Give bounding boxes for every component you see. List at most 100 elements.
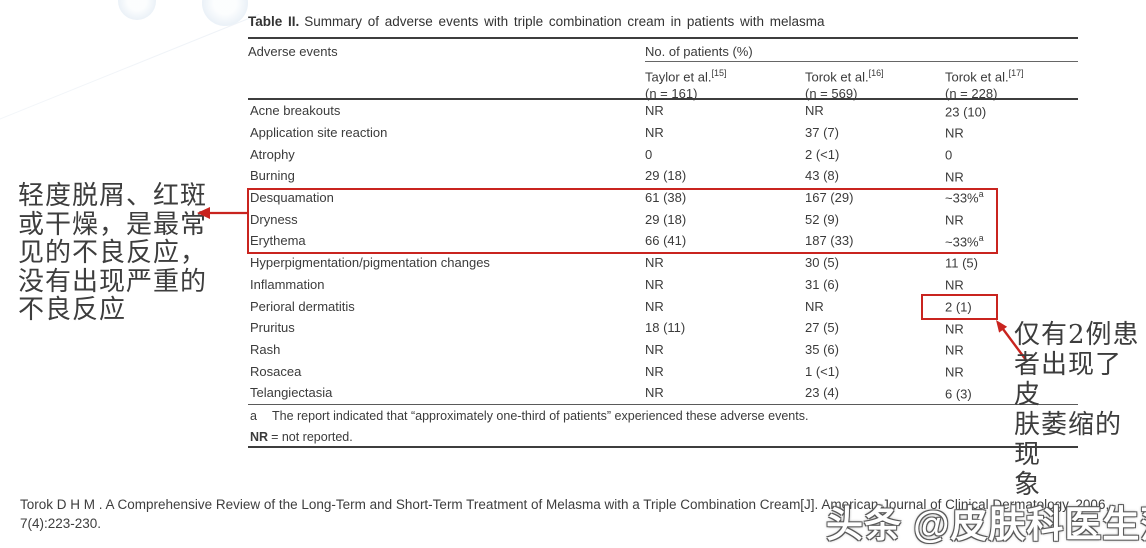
- adverse-event-name: Desquamation: [250, 190, 334, 206]
- table-title: Table II. Summary of adverse events with …: [248, 14, 824, 29]
- torok17-value: NR: [945, 169, 964, 185]
- adverse-event-name: Rash: [250, 341, 281, 357]
- left-annotation-line: 没有出现严重的: [18, 266, 208, 297]
- torok17-value: 2 (1): [945, 299, 972, 315]
- torok17-value: NR: [945, 277, 964, 293]
- table-row: Rash NR 35 (6) NR: [248, 339, 1078, 361]
- torok17-value: NR: [945, 364, 964, 380]
- table-row: Burning 29 (18) 43 (8) NR: [248, 165, 1078, 187]
- study-n: (n = 569): [805, 85, 858, 101]
- taylor-value: NR: [645, 298, 664, 314]
- background-circle-decoration: [118, 0, 156, 20]
- table-row: Acne breakouts NR NR 23 (10): [248, 100, 1078, 122]
- table-row: Atrophy 0 2 (<1) 0: [248, 143, 1078, 165]
- footnote-a-marker: a: [250, 409, 257, 423]
- torok16-value: 2 (<1): [805, 146, 840, 162]
- table-row: Hyperpigmentation/pigmentation changes N…: [248, 252, 1078, 274]
- study-name: Torok et al.[17]: [945, 68, 1024, 85]
- table-row: Desquamation 61 (38) 167 (29) ~33%a: [248, 187, 1078, 209]
- torok16-value: NR: [805, 103, 824, 119]
- torok16-value: 167 (29): [805, 190, 854, 206]
- table-row: Rosacea NR 1 (<1) NR: [248, 360, 1078, 382]
- adverse-event-name: Telangiectasia: [250, 385, 333, 401]
- torok17-value: NR: [945, 342, 964, 358]
- torok16-value: NR: [805, 298, 824, 314]
- right-annotation-line: 仅有2例患: [1014, 320, 1140, 350]
- reference-superscript: [17]: [1008, 68, 1024, 78]
- taylor-value: NR: [645, 341, 664, 357]
- footnote-a-text: The report indicated that “approximately…: [272, 409, 809, 423]
- table-title-number: Table II.: [248, 14, 300, 29]
- table-rule-bottom: [248, 446, 1078, 448]
- toutiao-watermark: 头条 @皮肤科医生薄荷: [826, 504, 1146, 545]
- adverse-event-name: Application site reaction: [250, 125, 388, 141]
- torok16-value: 35 (6): [805, 341, 839, 357]
- reference-superscript: [16]: [868, 68, 884, 78]
- table-row: Application site reaction NR 37 (7) NR: [248, 122, 1078, 144]
- taylor-value: 61 (38): [645, 190, 687, 206]
- taylor-value: 0: [645, 146, 653, 162]
- torok16-value: 52 (9): [805, 211, 839, 227]
- study-n: (n = 228): [945, 85, 998, 101]
- study-name: Taylor et al.[15]: [645, 68, 727, 85]
- reference-superscript: [15]: [711, 68, 727, 78]
- torok16-value: 1 (<1): [805, 363, 840, 379]
- left-annotation-line: 或干燥，是最常: [18, 209, 208, 240]
- torok16-value: 43 (8): [805, 168, 839, 184]
- adverse-event-name: Dryness: [250, 211, 298, 227]
- adverse-event-name: Hyperpigmentation/pigmentation changes: [250, 255, 490, 271]
- torok17-value: ~33%a: [945, 232, 984, 250]
- torok17-value: 6 (3): [945, 385, 972, 401]
- torok16-value: 27 (5): [805, 320, 839, 336]
- left-annotation: 轻度脱屑、红斑 或干燥，是最常 见的不良反应， 没有出现严重的 不良反应: [18, 182, 207, 325]
- column-header-study: Torok et al.[16] (n = 569): [805, 62, 945, 101]
- column-group-header: No. of patients (%): [645, 39, 1078, 62]
- adverse-event-name: Perioral dermatitis: [250, 298, 355, 314]
- torok16-value: 187 (33): [805, 233, 854, 249]
- study-n: (n = 161): [645, 85, 698, 101]
- adverse-event-name: Inflammation: [250, 276, 325, 292]
- footnote-nr-abbrev: NR: [250, 430, 269, 444]
- adverse-event-name: Erythema: [250, 233, 306, 249]
- table-row: Erythema 66 (41) 187 (33) ~33%a: [248, 230, 1078, 252]
- table-rule-header-bottom: [248, 98, 1078, 100]
- table-rule-top: [248, 37, 1078, 39]
- taylor-value: 66 (41): [645, 233, 687, 249]
- table-row: Telangiectasia NR 23 (4) 6 (3): [248, 382, 1078, 404]
- column-header-study: Taylor et al.[15] (n = 161): [645, 62, 805, 101]
- column-header-study: Torok et al.[17] (n = 228): [945, 62, 1078, 101]
- torok17-value: NR: [945, 320, 964, 336]
- torok16-value: 37 (7): [805, 125, 839, 141]
- torok16-value: 31 (6): [805, 276, 839, 292]
- background-line-decoration: [0, 13, 260, 128]
- footnote-nr-text: = not reported.: [271, 430, 353, 444]
- table-row: Inflammation NR 31 (6) NR: [248, 274, 1078, 296]
- taylor-value: NR: [645, 276, 664, 292]
- adverse-event-name: Pruritus: [250, 320, 295, 336]
- table-row: Perioral dermatitis NR NR 2 (1): [248, 295, 1078, 317]
- left-annotation-line: 不良反应: [18, 295, 127, 325]
- adverse-event-name: Acne breakouts: [250, 103, 341, 119]
- footnote-nr: NR = not reported.: [250, 430, 353, 444]
- column-header-adverse-events: Adverse events: [248, 44, 338, 59]
- study-name: Torok et al.[16]: [805, 68, 884, 85]
- table-row: Dryness 29 (18) 52 (9) NR: [248, 208, 1078, 230]
- table-body: Acne breakouts NR NR 23 (10) Application…: [248, 100, 1078, 404]
- table-row: Pruritus 18 (11) 27 (5) NR: [248, 317, 1078, 339]
- right-arrow-icon: [996, 320, 1027, 361]
- left-annotation-line: 轻度脱屑、红斑: [18, 181, 208, 211]
- taylor-value: 18 (11): [645, 320, 686, 336]
- table-header-studies-row: Taylor et al.[15] (n = 161) Torok et al.…: [645, 62, 1078, 101]
- highlight-box-desquamation-dryness-erythema: [247, 188, 998, 254]
- taylor-value: 29 (18): [645, 168, 687, 184]
- right-annotation: 仅有2例患 者出现了皮 肤萎缩的现 象: [1014, 320, 1146, 500]
- adverse-event-name: Burning: [250, 168, 295, 184]
- right-annotation-line: 肤萎缩的现: [1014, 410, 1123, 470]
- taylor-value: 29 (18): [645, 211, 687, 227]
- reference-citation: Torok D H M . A Comprehensive Review of …: [20, 497, 1110, 531]
- footnote-superscript: a: [978, 232, 984, 243]
- torok16-value: 23 (4): [805, 385, 839, 401]
- highlight-box-perioral-dermatitis-value: [921, 294, 998, 320]
- left-annotation-line: 见的不良反应，: [18, 238, 208, 268]
- table-rule-footnote: [248, 404, 1078, 405]
